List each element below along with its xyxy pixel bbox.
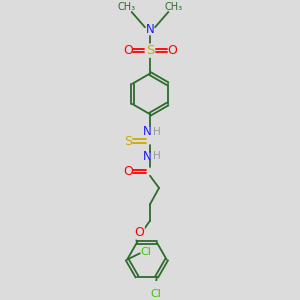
Text: H: H [153,151,161,161]
Text: Cl: Cl [150,289,161,299]
Text: H: H [153,127,161,137]
Text: N: N [146,23,154,36]
Text: Cl: Cl [140,247,151,257]
Text: O: O [167,44,177,57]
Text: N: N [143,125,152,138]
Text: O: O [123,44,133,57]
Text: S: S [146,44,154,57]
Text: S: S [124,134,132,148]
Text: O: O [123,165,133,178]
Text: CH₃: CH₃ [164,2,182,12]
Text: N: N [143,149,152,163]
Text: CH₃: CH₃ [118,2,136,12]
Text: O: O [134,226,144,239]
